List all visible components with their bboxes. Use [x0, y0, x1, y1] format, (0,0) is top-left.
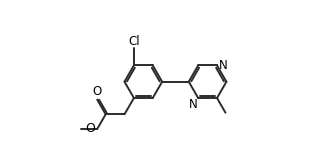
- Text: O: O: [86, 122, 95, 135]
- Text: N: N: [219, 59, 228, 72]
- Text: Cl: Cl: [128, 35, 140, 48]
- Text: O: O: [92, 85, 101, 98]
- Text: N: N: [188, 98, 197, 111]
